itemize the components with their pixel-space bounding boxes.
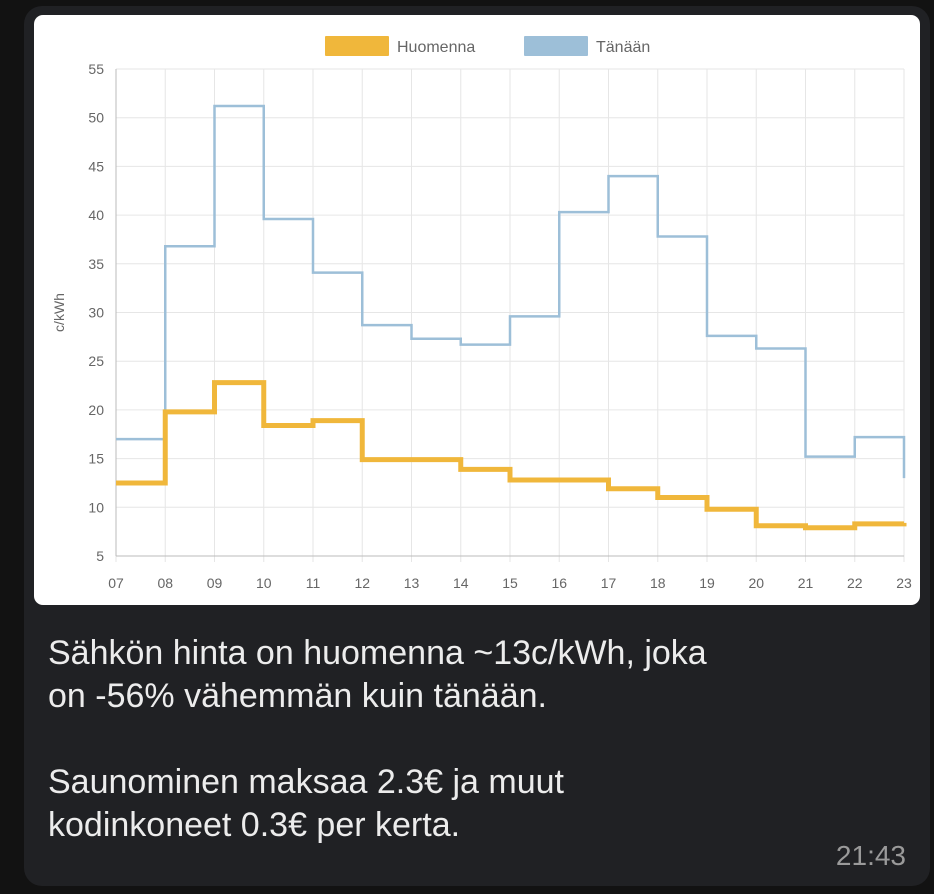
message-blank-line	[48, 718, 888, 761]
x-tick-label: 22	[847, 575, 863, 591]
x-tick-label: 23	[896, 575, 912, 591]
y-axis-label: c/kWh	[51, 293, 67, 332]
message-timestamp: 21:43	[835, 840, 906, 871]
x-tick-label: 10	[256, 575, 272, 591]
message-line-4: kodinkoneet 0.3€ per kerta.	[48, 806, 461, 844]
x-tick-label: 18	[650, 575, 666, 591]
x-tick-label: 07	[108, 575, 124, 591]
y-tick-label: 10	[88, 499, 104, 515]
x-tick-label: 13	[404, 575, 420, 591]
y-tick-label: 40	[88, 207, 104, 223]
price-chart: 5 10 15 20 25 30 35 40 45 50 55 07 08 09 10 11 12 13 14 15 1…	[51, 36, 912, 591]
y-tick-label: 20	[88, 402, 104, 418]
legend-label-huomenna: Huomenna	[397, 39, 475, 56]
legend-swatch-tanaan	[524, 36, 588, 56]
message-line-3: Saunominen maksaa 2.3€ ja muut	[48, 763, 564, 801]
x-tick-label: 19	[699, 575, 715, 591]
y-tick-label: 30	[88, 305, 104, 321]
x-tick-label: 15	[502, 575, 518, 591]
x-tick-label: 11	[306, 575, 321, 591]
x-tick-label: 14	[453, 575, 469, 591]
chart-image[interactable]: 5 10 15 20 25 30 35 40 45 50 55 07 08 09 10 11 12 13 14 15 1…	[34, 15, 920, 605]
x-tick-label: 21	[798, 575, 814, 591]
x-tick-label: 12	[354, 575, 370, 591]
message-line-2: on -56% vähemmän kuin tänään.	[48, 677, 547, 715]
legend-swatch-huomenna	[325, 36, 389, 56]
series-line-tanaan	[116, 104, 906, 479]
x-tick-label: 16	[551, 575, 567, 591]
y-tick-label: 55	[88, 61, 104, 77]
legend-label-tanaan: Tänään	[596, 39, 650, 56]
series-line-huomenna	[116, 380, 907, 531]
y-tick-label: 50	[88, 110, 104, 126]
x-tick-label: 17	[601, 575, 617, 591]
message-text: Sähkön hinta on huomenna ~13c/kWh, joka …	[48, 632, 888, 847]
message-line-1: Sähkön hinta on huomenna ~13c/kWh, joka	[48, 634, 707, 672]
y-tick-label: 15	[88, 451, 104, 467]
y-tick-label: 45	[88, 158, 104, 174]
y-tick-label: 5	[96, 548, 104, 564]
x-tick-label: 20	[748, 575, 764, 591]
x-tick-label: 09	[207, 575, 223, 591]
y-tick-label: 35	[88, 256, 104, 272]
y-tick-label: 25	[88, 353, 104, 369]
x-tick-label: 08	[157, 575, 173, 591]
